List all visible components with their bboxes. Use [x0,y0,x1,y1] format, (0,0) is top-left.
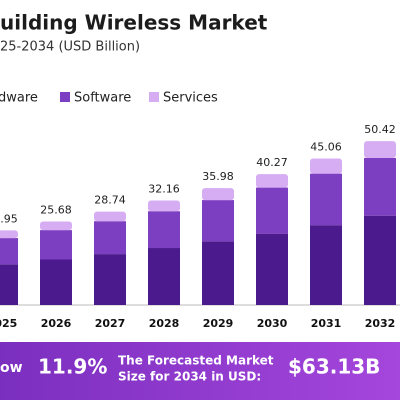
total-label: 22.95 [0,212,18,225]
x-tick-label: 2029 [203,317,234,330]
bar-segment [202,200,234,242]
bar-segment [202,241,234,305]
bar-segment [0,238,18,265]
x-tick-label: 2026 [41,317,72,330]
bar-segment [0,230,18,239]
bar-segment [310,158,342,174]
forecast-label: Size for 2034 in USD: [118,370,261,384]
bar-segment [202,188,234,201]
bar-segment [94,221,126,255]
footer-banner [0,342,400,400]
bar-segment [256,187,288,234]
bar-segment [364,141,396,159]
total-label: 40.27 [256,156,288,169]
bar-segment [40,259,72,305]
bar-segment [94,254,126,305]
x-tick-label: 2027 [95,317,126,330]
bar-segment [94,211,126,222]
total-label: 45.06 [310,141,342,154]
bar-segment [256,233,288,305]
x-tick-label: 2030 [257,317,288,330]
total-label: 50.42 [364,123,396,136]
cagr-label: ow [0,360,23,376]
total-label: 32.16 [148,182,180,195]
legend-swatch [149,92,159,102]
total-label: 35.98 [202,170,234,183]
chart-subtitle: 25-2034 (USD Billion) [0,40,140,55]
legend-label: Software [74,91,131,106]
bar-segment [148,211,180,249]
forecast-value: $63.13B [288,355,380,379]
x-tick-label: 2025 [0,317,17,330]
x-tick-label: 2031 [311,317,342,330]
bar-segment [148,200,180,212]
chart-title: uilding Wireless Market [0,11,268,35]
bar-segment [310,225,342,305]
bar-segment [0,264,18,305]
legend-label: Services [163,91,218,106]
x-tick-label: 2032 [365,317,396,330]
bar-segment [364,158,396,216]
bar-segment [364,215,396,305]
bar-segment [310,173,342,226]
total-label: 28.74 [94,194,126,207]
bar-segment [40,230,72,260]
legend-swatch [60,92,70,102]
forecast-label: The Forecasted Market [118,354,274,368]
bar-segment [148,248,180,305]
total-label: 25.68 [40,204,72,217]
legend-label: dware [0,91,38,106]
cagr-value: 11.9% [38,355,107,379]
bar-segment [256,174,288,188]
x-tick-label: 2028 [149,317,180,330]
bar-segment [40,221,72,231]
